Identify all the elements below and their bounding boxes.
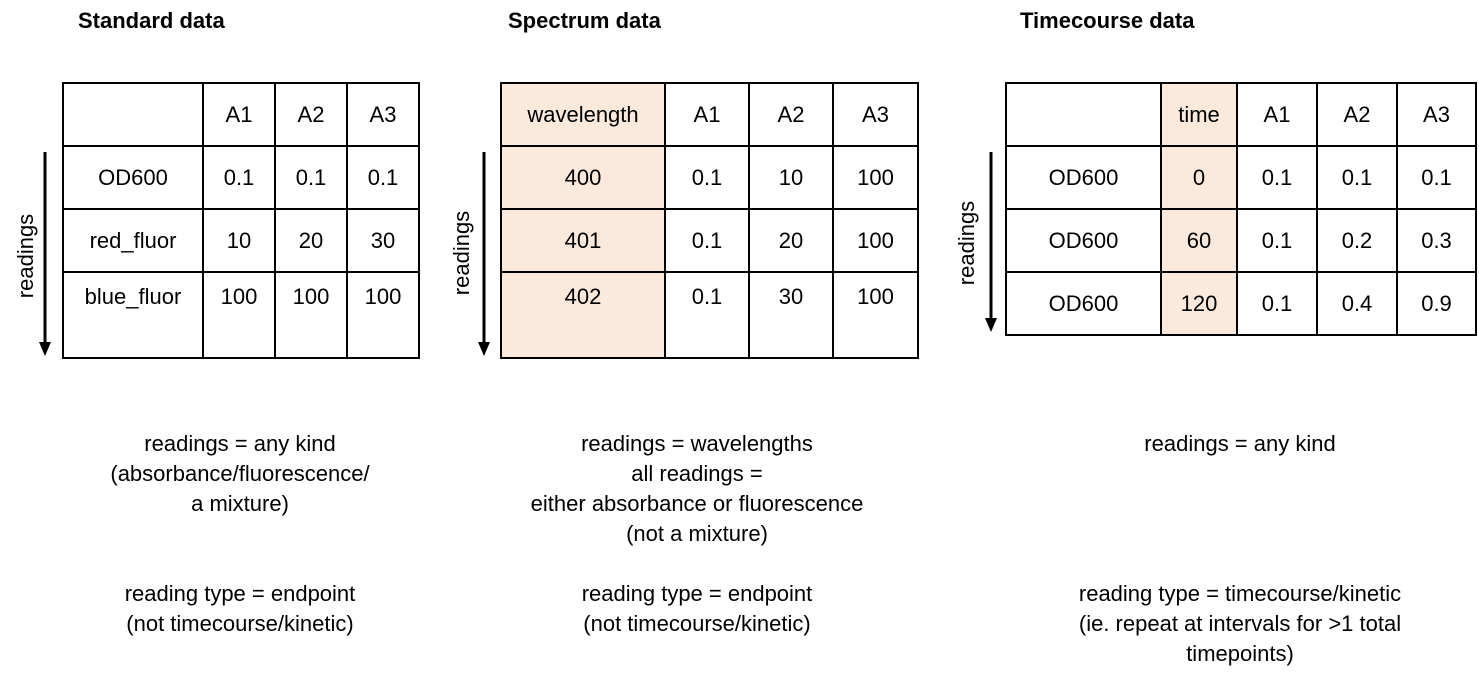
row-label-cell: OD600	[1005, 145, 1162, 210]
time-header-cell: time	[1160, 82, 1238, 147]
note-reading-type-standard: reading type = endpoint (not timecourse/…	[125, 579, 356, 639]
note-line: readings = any kind	[144, 431, 336, 456]
note-line: (absorbance/fluorescence/	[110, 461, 370, 486]
value-cell: 0.1	[664, 145, 750, 210]
note-line: (not a mixture)	[626, 521, 768, 546]
time-cell: 60	[1160, 208, 1238, 273]
header-cell: A1	[1236, 82, 1318, 147]
header-cell: A2	[748, 82, 834, 147]
value-cell: 0.1	[1236, 208, 1318, 273]
value-cell: 0.1	[1236, 145, 1318, 210]
table-row: OD600 60 0.1 0.2 0.3	[1005, 208, 1477, 273]
row-label-cell: OD600	[62, 145, 204, 210]
note-line: readings = any kind	[1144, 431, 1336, 456]
header-cell: A2	[274, 82, 348, 147]
value-cell: 100	[832, 145, 919, 210]
value-cell: 0.4	[1316, 271, 1398, 336]
note-line: a mixture)	[191, 491, 289, 516]
note-line: reading type = timecourse/kinetic	[1078, 581, 1402, 606]
note-line: reading type = endpoint	[124, 581, 356, 606]
row-label-cell: OD600	[1005, 208, 1162, 273]
row-label-cell: OD600	[1005, 271, 1162, 336]
note-readings-spectrum: readings = wavelengths all readings = ei…	[531, 429, 864, 549]
value-cell: 10	[202, 208, 276, 273]
table-row: red_fluor 10 20 30	[62, 208, 420, 273]
header-cell: A3	[1396, 82, 1477, 147]
value-cell: 0.1	[664, 271, 750, 359]
readings-axis-label: readings	[449, 210, 474, 296]
note-readings-timecourse: readings = any kind	[1144, 429, 1335, 459]
header-cell: A3	[832, 82, 919, 147]
readings-axis-label: readings	[954, 200, 979, 286]
value-cell: 100	[202, 271, 276, 359]
table-row: 400 0.1 10 100	[500, 145, 919, 210]
table-row: OD600 0 0.1 0.1 0.1	[1005, 145, 1477, 210]
timecourse-data-table: time A1 A2 A3 OD600 0 0.1 0.1 0.1 OD600 …	[1005, 82, 1477, 336]
value-cell: 0.2	[1316, 208, 1398, 273]
standard-data-table: A1 A2 A3 OD600 0.1 0.1 0.1 red_fluor 10 …	[62, 82, 420, 359]
readings-axis-label: readings	[13, 213, 38, 299]
note-line: reading type = endpoint	[581, 581, 813, 606]
panel-title-timecourse: Timecourse data	[1020, 8, 1195, 33]
wavelength-cell: 400	[500, 145, 666, 210]
value-cell: 0.1	[346, 145, 420, 210]
value-cell: 20	[748, 208, 834, 273]
note-line: (not timecourse/kinetic)	[583, 611, 811, 636]
table-row: OD600 0.1 0.1 0.1	[62, 145, 420, 210]
panel-title-spectrum: Spectrum data	[508, 8, 661, 33]
value-cell: 100	[346, 271, 420, 359]
table-row: 401 0.1 20 100	[500, 208, 919, 273]
value-cell: 0.1	[1316, 145, 1398, 210]
header-cell	[1005, 82, 1162, 147]
down-arrow-icon	[39, 152, 51, 356]
value-cell: 100	[832, 271, 919, 359]
spectrum-data-table: wavelength A1 A2 A3 400 0.1 10 100 401 0…	[500, 82, 919, 359]
header-cell: A1	[664, 82, 750, 147]
value-cell: 100	[274, 271, 348, 359]
note-line: readings = wavelengths	[581, 431, 813, 456]
down-arrow-icon	[478, 152, 490, 356]
header-cell: A2	[1316, 82, 1398, 147]
row-label-cell: red_fluor	[62, 208, 204, 273]
table-header-row: wavelength A1 A2 A3	[500, 82, 919, 147]
value-cell: 30	[748, 271, 834, 359]
value-cell: 10	[748, 145, 834, 210]
table-row: blue_fluor 100 100 100	[62, 271, 420, 359]
value-cell: 30	[346, 208, 420, 273]
header-cell: A3	[346, 82, 420, 147]
wavelength-cell: 402	[500, 271, 666, 359]
note-readings-standard: readings = any kind (absorbance/fluoresc…	[110, 429, 369, 519]
value-cell: 0.1	[1396, 145, 1477, 210]
value-cell: 0.1	[202, 145, 276, 210]
note-line: (not timecourse/kinetic)	[126, 611, 354, 636]
row-label-cell: blue_fluor	[62, 271, 204, 359]
time-cell: 120	[1160, 271, 1238, 336]
value-cell: 20	[274, 208, 348, 273]
value-cell: 0.1	[1236, 271, 1318, 336]
wavelength-header-cell: wavelength	[500, 82, 666, 147]
note-line: (ie. repeat at intervals for >1 total	[1078, 611, 1402, 636]
down-arrow-icon	[985, 152, 997, 332]
value-cell: 0.1	[664, 208, 750, 273]
note-line: either absorbance or fluorescence	[530, 491, 864, 516]
time-cell: 0	[1160, 145, 1238, 210]
note-line: all readings =	[631, 461, 763, 486]
header-cell: A1	[202, 82, 276, 147]
panel-title-standard: Standard data	[78, 8, 225, 33]
value-cell: 0.1	[274, 145, 348, 210]
header-cell	[62, 82, 204, 147]
table-header-row: A1 A2 A3	[62, 82, 420, 147]
note-line: timepoints)	[1186, 641, 1294, 666]
note-reading-type-timecourse: reading type = timecourse/kinetic (ie. r…	[1079, 579, 1401, 669]
value-cell: 0.3	[1396, 208, 1477, 273]
table-row: OD600 120 0.1 0.4 0.9	[1005, 271, 1477, 336]
table-header-row: time A1 A2 A3	[1005, 82, 1477, 147]
wavelength-cell: 401	[500, 208, 666, 273]
value-cell: 0.9	[1396, 271, 1477, 336]
table-row: 402 0.1 30 100	[500, 271, 919, 359]
value-cell: 100	[832, 208, 919, 273]
note-reading-type-spectrum: reading type = endpoint (not timecourse/…	[582, 579, 813, 639]
